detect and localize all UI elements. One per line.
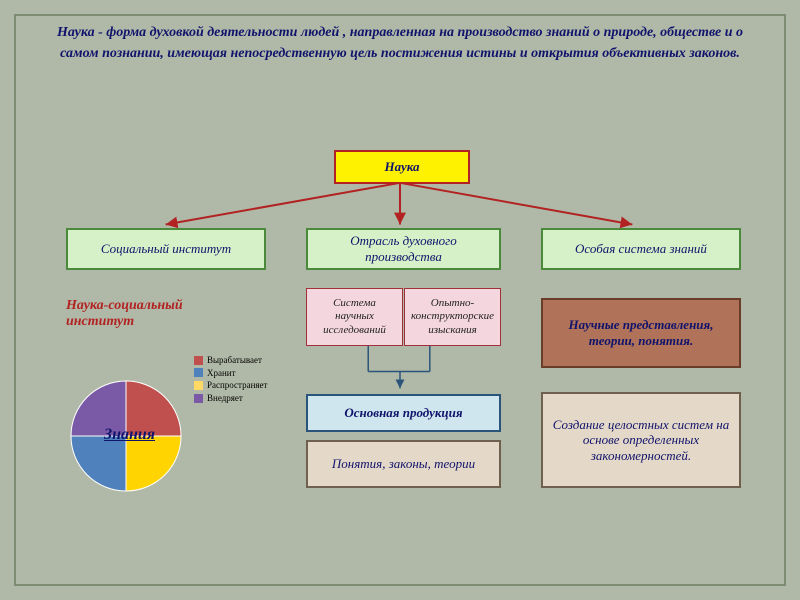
frame: Наука - форма духовкой деятельности люде…	[14, 14, 786, 586]
legend-label: Внедряет	[207, 392, 243, 405]
heading-left: Наука-социальный институт	[66, 298, 246, 330]
legend-label: Распространяет	[207, 379, 267, 392]
branch-left: Социальный институт	[66, 228, 266, 270]
pie-chart: Знания	[66, 376, 186, 496]
legend-label: Вырабатывает	[207, 354, 262, 367]
legend-swatch	[194, 356, 203, 365]
legend-item: Распространяет	[194, 379, 267, 392]
branch-mid: Отрасль духовного производства	[306, 228, 501, 270]
legend-swatch	[194, 381, 203, 390]
mid-bottom: Понятия, законы, теории	[306, 440, 501, 488]
legend-item: Хранит	[194, 367, 267, 380]
right-block-b: Создание целостных систем на основе опре…	[541, 392, 741, 488]
legend-label: Хранит	[207, 367, 236, 380]
pie-legend: Вырабатывает Хранит Распространяет Внедр…	[194, 354, 267, 404]
page: Наука - форма духовкой деятельности люде…	[0, 0, 800, 600]
legend-swatch	[194, 368, 203, 377]
legend-swatch	[194, 394, 203, 403]
legend-item: Вырабатывает	[194, 354, 267, 367]
mid-child-right: Опытно-конструкторские изыскания	[404, 288, 501, 346]
right-block-a: Научные представления, теории, понятия.	[541, 298, 741, 368]
mid-output: Основная продукция	[306, 394, 501, 432]
legend-item: Внедряет	[194, 392, 267, 405]
mid-child-left: Система научных исследований	[306, 288, 403, 346]
definition-text: Наука - форма духовкой деятельности люде…	[16, 16, 784, 70]
pie-label: Знания	[104, 426, 155, 444]
root-box: Наука	[334, 150, 470, 184]
branch-right: Особая система знаний	[541, 228, 741, 270]
